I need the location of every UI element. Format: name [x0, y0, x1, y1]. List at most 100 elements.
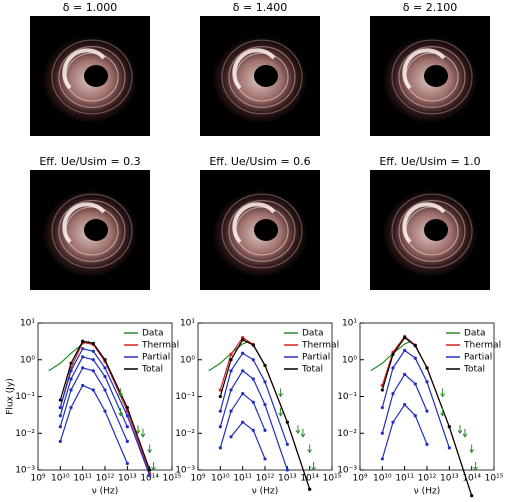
x-tick-label: 10¹³ — [118, 474, 137, 484]
data-point — [229, 388, 233, 392]
legend-label: Partial — [302, 353, 330, 363]
data-point — [218, 409, 222, 413]
data-point — [148, 474, 152, 478]
data-point — [218, 394, 222, 399]
data-point — [229, 435, 233, 439]
black-hole-image — [200, 170, 320, 290]
legend-label: Total — [301, 365, 323, 375]
data-point — [413, 382, 417, 386]
data-point — [263, 363, 267, 368]
y-tick-label: 10⁻² — [15, 429, 35, 439]
upper-limit — [300, 428, 306, 438]
photon-ring — [51, 193, 133, 269]
series-line — [370, 340, 412, 372]
data-point — [218, 446, 222, 450]
data-point — [380, 457, 384, 461]
data-point — [58, 425, 62, 429]
upper-limit — [311, 462, 317, 471]
upper-limit — [473, 462, 479, 471]
data-point — [391, 352, 395, 356]
y-tick-label: 10⁻³ — [175, 466, 195, 476]
x-tick-label: 10¹¹ — [233, 474, 252, 484]
legend-label: Data — [142, 329, 164, 339]
data-point — [403, 336, 407, 340]
data-point — [69, 369, 73, 373]
x-tick-label: 10¹⁵ — [485, 474, 504, 484]
legend-label: Thermal — [463, 341, 501, 351]
data-point — [241, 351, 245, 355]
data-point — [308, 487, 312, 491]
data-point — [425, 409, 429, 413]
data-point — [263, 403, 267, 407]
bright-arc — [232, 48, 276, 90]
data-point — [58, 398, 62, 402]
panel-title: Eff. Ue/Usim = 0.3 — [39, 155, 140, 168]
data-point — [391, 366, 395, 370]
y-axis-label: Flux (Jy) — [6, 378, 16, 415]
legend-label: Partial — [464, 353, 492, 363]
data-point — [447, 425, 451, 429]
data-point — [229, 409, 233, 413]
data-point — [218, 388, 222, 392]
data-point — [285, 442, 289, 446]
data-point — [229, 358, 233, 362]
data-point — [251, 377, 255, 381]
upper-limit — [118, 388, 124, 398]
bright-arc — [402, 202, 446, 244]
data-point — [81, 383, 85, 388]
data-point — [91, 341, 95, 345]
data-point — [285, 468, 289, 472]
legend-label: Data — [464, 329, 486, 339]
x-tick-label: 10¹² — [256, 474, 275, 484]
series-line — [381, 336, 473, 496]
data-point — [229, 352, 233, 356]
x-tick-label: 10⁹ — [190, 474, 205, 484]
upper-limit — [462, 428, 468, 438]
data-point — [103, 358, 107, 362]
data-point — [263, 380, 267, 384]
data-point — [413, 414, 417, 418]
legend-label: Data — [302, 329, 324, 339]
x-tick-label: 10¹⁰ — [51, 474, 70, 484]
upper-limit — [440, 388, 446, 398]
photon-ring — [58, 46, 126, 108]
data-point — [391, 391, 395, 396]
x-axis-label: ν (Hz) — [252, 487, 278, 497]
series-line — [381, 349, 450, 449]
legend-label: Partial — [142, 353, 170, 363]
data-point — [403, 372, 407, 376]
x-tick-label: 10¹⁰ — [373, 474, 392, 484]
data-point — [125, 414, 129, 418]
panel-title: δ = 2.100 — [403, 1, 457, 14]
upper-limit — [147, 444, 153, 454]
bright-arc — [62, 202, 106, 244]
data-point — [241, 369, 245, 373]
data-point — [69, 361, 73, 365]
data-point — [69, 405, 73, 410]
x-tick-label: 10¹⁵ — [163, 474, 182, 484]
data-point — [425, 442, 429, 446]
upper-limit — [278, 407, 284, 417]
shadow — [424, 219, 448, 241]
photon-ring — [391, 39, 473, 115]
data-point — [241, 420, 245, 424]
data-point — [103, 388, 107, 392]
black-hole-image — [370, 16, 490, 136]
legend-label: Thermal — [301, 341, 339, 351]
data-point — [251, 400, 255, 404]
data-point — [403, 403, 407, 407]
data-point — [81, 366, 85, 370]
data-point — [241, 391, 245, 396]
data-point — [91, 369, 95, 373]
data-point — [81, 339, 85, 343]
x-axis-label: ν (Hz) — [92, 487, 118, 497]
data-point — [285, 420, 289, 424]
upper-limit — [307, 444, 313, 454]
data-point — [148, 468, 152, 472]
y-tick-label: 10⁻¹ — [175, 392, 195, 402]
data-point — [69, 388, 73, 392]
data-point — [218, 425, 222, 429]
data-point — [263, 428, 267, 432]
data-point — [229, 369, 233, 373]
